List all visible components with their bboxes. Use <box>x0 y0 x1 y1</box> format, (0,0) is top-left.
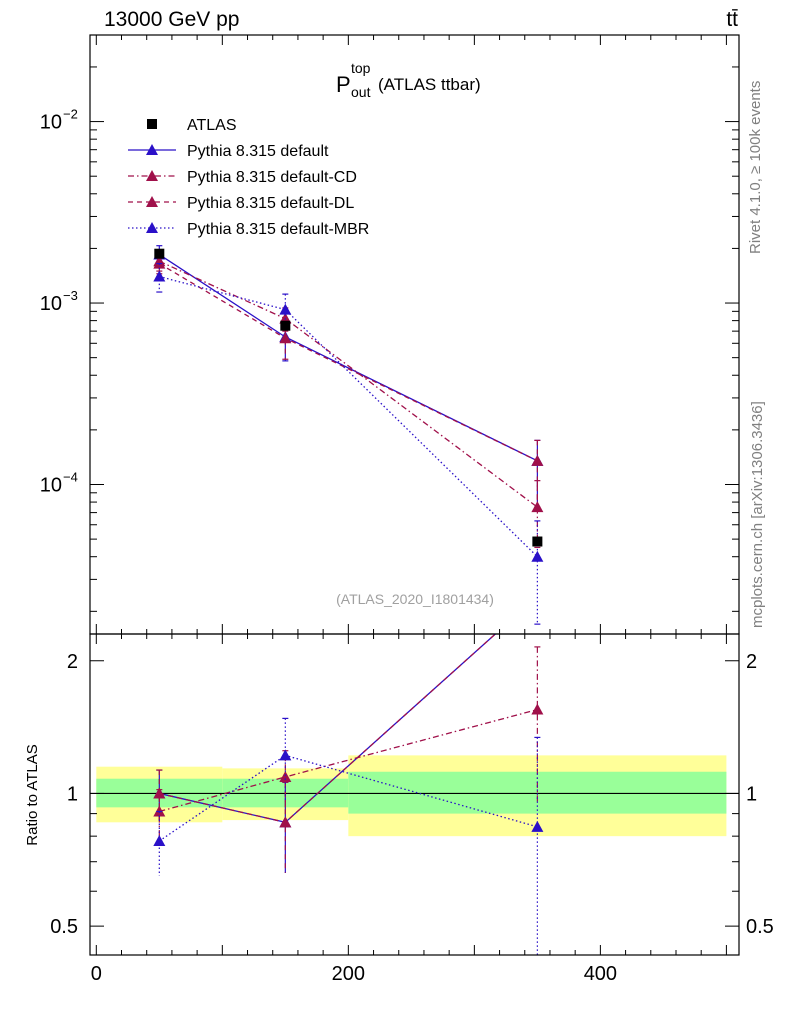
main-series-line <box>158 263 538 462</box>
x-tick-label: 200 <box>332 963 365 985</box>
main-y-tick-label-base: 10 <box>40 474 62 496</box>
title-superscript: top <box>351 60 371 76</box>
ratio-plot-area <box>90 633 739 955</box>
main-series-marker <box>279 303 292 315</box>
legend-marker-mbr <box>146 222 158 233</box>
beam-label: 13000 GeV pp <box>104 8 239 31</box>
main-series-line <box>159 275 538 558</box>
legend-entry-atlas: ATLAS <box>147 117 237 134</box>
legend-label: Pythia 8.315 default-CD <box>187 169 357 186</box>
x-tick-label: 400 <box>584 963 617 985</box>
data-point-marker <box>280 320 291 331</box>
data-point-marker <box>532 536 543 547</box>
legend-entry-default: Pythia 8.315 default <box>128 143 329 160</box>
legend-label: Pythia 8.315 default-MBR <box>187 221 369 238</box>
legend-label: Pythia 8.315 default <box>187 143 329 160</box>
main-series-marker <box>531 550 544 562</box>
ratio-y-tick-label-right: 2 <box>746 651 757 673</box>
analysis-watermark: (ATLAS_2020_I1801434) <box>336 591 494 607</box>
legend-label: ATLAS <box>187 117 237 134</box>
ratio-y-tick-label-right: 0.5 <box>746 916 774 938</box>
legend-entry-cd: Pythia 8.315 default-CD <box>128 169 357 186</box>
plot-title: P top out (ATLAS ttbar) <box>336 60 481 100</box>
main-plot-area <box>153 245 544 625</box>
ratio-series-marker <box>531 820 544 832</box>
main-y-tick-label-base: 10 <box>40 112 62 134</box>
legend-marker-atlas <box>147 119 157 129</box>
x-tick-label: 0 <box>91 963 102 985</box>
main-series-line <box>159 260 538 508</box>
rivet-label: Rivet 4.1.0, ≥ 100k events <box>747 81 764 254</box>
ratio-y-tick-label: 1 <box>67 783 78 805</box>
main-y-tick-label-exponent: −4 <box>63 469 78 484</box>
main-y-tick-label-exponent: −3 <box>63 288 78 303</box>
process-label: tt̄ <box>726 8 738 31</box>
ratio-series-marker <box>279 770 292 782</box>
legend-label: Pythia 8.315 default-DL <box>187 195 354 212</box>
legend-marker-default <box>146 144 158 155</box>
title-subscript: out <box>351 84 371 100</box>
data-point-marker <box>154 248 165 259</box>
ratio-ylabel: Ratio to ATLAS <box>24 744 41 845</box>
title-suffix: (ATLAS ttbar) <box>378 75 481 94</box>
main-y-tick-label-exponent: −2 <box>63 107 78 122</box>
source-label: mcplots.cern.ch [arXiv:1306.3436] <box>749 401 766 628</box>
ratio-frame <box>89 633 740 956</box>
ratio-series-marker <box>153 787 166 799</box>
legend: ATLAS Pythia 8.315 default Pythia 8.315 … <box>128 117 369 238</box>
title-symbol: P <box>336 72 351 97</box>
legend-marker-dl <box>146 196 158 207</box>
ratio-series-marker <box>279 749 292 761</box>
main-series-line <box>158 254 538 462</box>
main-series-marker <box>531 454 544 466</box>
ratio-series-marker <box>531 703 544 715</box>
ratio-series-marker <box>279 816 292 828</box>
legend-entry-dl: Pythia 8.315 default-DL <box>128 195 354 212</box>
ratio-y-tick-label-right: 1 <box>746 783 757 805</box>
legend-entry-mbr: Pythia 8.315 default-MBR <box>128 221 369 238</box>
main-series-marker <box>279 332 292 344</box>
main-series-marker <box>153 270 166 282</box>
main-y-tick-label-base: 10 <box>40 293 62 315</box>
ratio-series-marker <box>153 835 166 847</box>
ratio-y-tick-label: 2 <box>67 651 78 673</box>
legend-marker-cd <box>146 170 158 181</box>
ratio-y-tick-label: 0.5 <box>50 916 78 938</box>
